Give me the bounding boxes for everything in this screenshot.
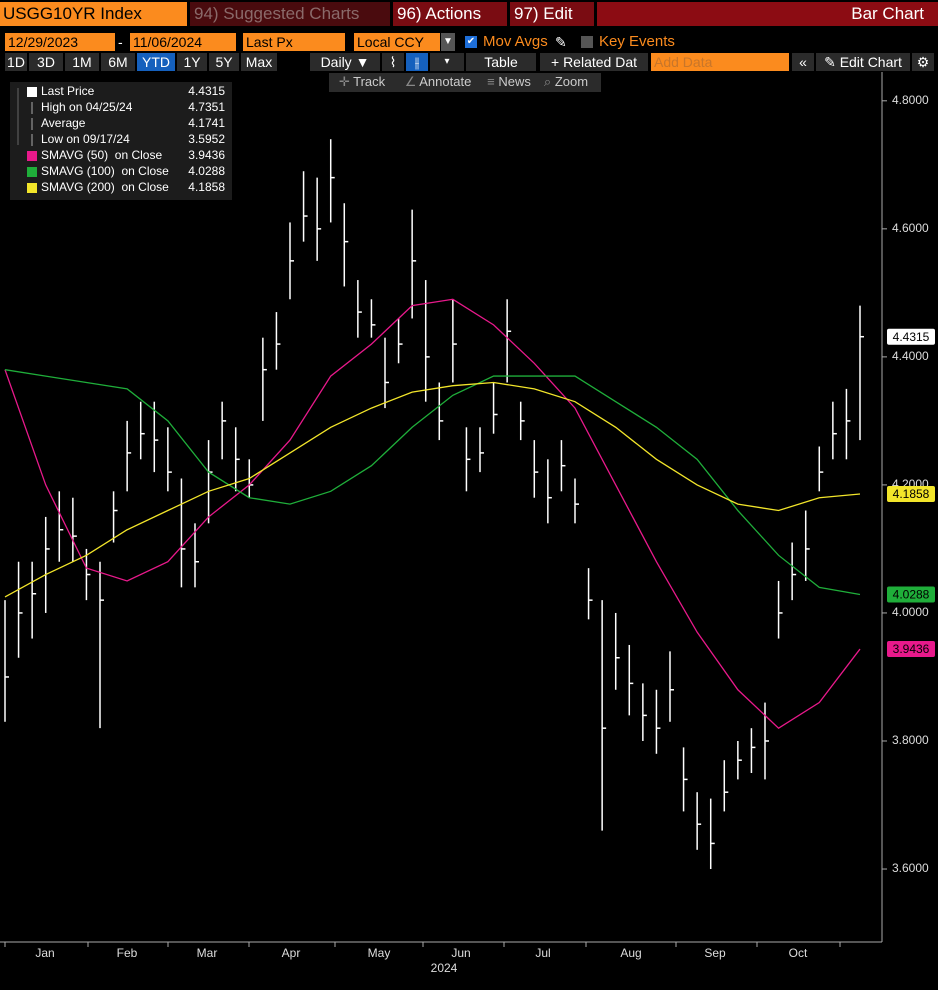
legend-value: 4.4315 [188, 84, 225, 98]
key-events[interactable]: Key Events [599, 33, 675, 50]
mov-avgs[interactable]: Mov Avgs [483, 33, 548, 50]
checkbox[interactable]: ✔ [465, 36, 477, 48]
x-axis-label: 2024 [431, 961, 458, 975]
tool-icon: ≡ [487, 74, 499, 89]
range-button[interactable]: 5Y [209, 53, 239, 71]
checkbox[interactable] [581, 36, 593, 48]
collapse-icon[interactable]: « [792, 53, 814, 71]
price-badge [887, 328, 935, 345]
y-tick-label: 4.4000 [892, 349, 929, 363]
x-tick-label: May [368, 946, 391, 960]
related-data[interactable]: + Related Dat [540, 53, 648, 71]
range-button[interactable]: 1M [65, 53, 99, 71]
dropdown[interactable]: ▼ [441, 33, 455, 51]
price-badge-label: 4.1858 [893, 487, 930, 501]
tool-button[interactable]: ∠ Annotate [395, 73, 481, 92]
edit-chart[interactable]: ✎ Edit Chart [816, 53, 910, 71]
legend-label: SMAVG (200) on Close [41, 180, 169, 194]
tools-bar [329, 73, 601, 92]
y-tick-label: 3.8000 [892, 733, 929, 747]
tool-button[interactable]: ✛ Track [329, 73, 395, 92]
actions-menu[interactable]: 96) Actions [393, 2, 507, 26]
x-tick-label: Sep [704, 946, 726, 960]
price-badge-label: 4.0288 [893, 588, 930, 602]
dropdown[interactable]: ▾ [430, 53, 464, 71]
x-tick-label: Jun [451, 946, 470, 960]
pencil-icon[interactable]: ✎ [555, 34, 567, 50]
price-badge [887, 641, 935, 658]
frequency[interactable]: Daily ▼ [310, 53, 380, 71]
legend-value: 4.7351 [188, 100, 225, 114]
range-button[interactable]: 3D [29, 53, 63, 71]
range-button[interactable]: Max [241, 53, 277, 71]
end-date[interactable]: 11/06/2024 [130, 33, 236, 51]
moving-average-line [4, 381, 861, 598]
legend-label: SMAVG (50) on Close [41, 148, 162, 162]
tool-icon: ✛ [338, 74, 354, 89]
legend-label: SMAVG (100) on Close [41, 164, 169, 178]
edit-menu[interactable]: 97) Edit [510, 2, 594, 26]
x-tick-label: Apr [282, 946, 301, 960]
moving-average-line [4, 369, 861, 596]
moving-average-line [4, 298, 861, 729]
bar-icon[interactable]: ⫲ [406, 53, 428, 71]
field[interactable]: Last Px [243, 33, 345, 51]
y-tick-label: 4.8000 [892, 93, 929, 107]
suggested-charts[interactable]: 94) Suggested Charts [190, 2, 390, 26]
x-tick-label: Aug [620, 946, 641, 960]
settings-icon[interactable]: ⚙ [912, 53, 934, 71]
price-badge-label: 4.4315 [893, 330, 930, 344]
chart-type: Bar Chart [597, 2, 938, 26]
x-tick-label: Mar [197, 946, 218, 960]
legend-label: Average [41, 116, 86, 130]
table-button[interactable]: Table [466, 53, 536, 71]
legend-swatch [27, 87, 37, 97]
legend-value: 3.5952 [188, 132, 225, 146]
tool-icon: ∠ [404, 74, 420, 89]
tool-label: Track [353, 74, 386, 89]
legend-label: Last Price [41, 84, 95, 98]
x-tick-label: Oct [789, 946, 808, 960]
legend-box [10, 82, 232, 200]
range-button[interactable]: YTD [137, 53, 175, 71]
x-tick-label: Jul [535, 946, 550, 960]
y-tick-label: 4.2000 [892, 477, 929, 491]
legend-value: 4.1741 [188, 116, 225, 130]
y-tick-label: 4.0000 [892, 605, 929, 619]
tool-button[interactable]: ⌕ Zoom [537, 73, 595, 92]
legend-swatch [27, 167, 37, 177]
date-separator: - [118, 34, 123, 50]
range-button[interactable]: 6M [101, 53, 135, 71]
security[interactable]: USGG10YR Index [0, 2, 187, 26]
add-data[interactable]: Add Data [651, 53, 789, 71]
edit-chart-label: Edit Chart [839, 54, 902, 70]
y-tick-label: 3.6000 [892, 861, 929, 875]
legend-swatch [27, 183, 37, 193]
start-date[interactable]: 12/29/2023 [5, 33, 115, 51]
currency[interactable]: Local CCY [354, 33, 440, 51]
tool-icon: ⌕ [543, 74, 555, 89]
price-badge [887, 486, 935, 503]
pencil-icon: ✎ [824, 54, 840, 70]
x-tick-label: Jan [35, 946, 54, 960]
range-button[interactable]: 1Y [177, 53, 207, 71]
x-tick-label: Feb [117, 946, 138, 960]
legend-label: High on 04/25/24 [41, 100, 133, 114]
tool-label: Annotate [419, 74, 472, 89]
tool-button[interactable]: ≡ News [481, 73, 537, 92]
legend-value: 4.1858 [188, 180, 225, 194]
tool-label: Zoom [554, 74, 589, 89]
legend-value: 4.0288 [188, 164, 225, 178]
legend-value: 3.9436 [188, 148, 225, 162]
range-button[interactable]: 1D [5, 53, 27, 71]
line-icon[interactable]: ⌇ [382, 53, 404, 71]
y-tick-label: 4.6000 [892, 221, 929, 235]
legend-label: Low on 09/17/24 [41, 132, 130, 146]
legend-swatch [27, 151, 37, 161]
tool-label: News [498, 74, 531, 89]
price-badge-label: 3.9436 [893, 642, 930, 656]
price-badge [887, 586, 935, 603]
